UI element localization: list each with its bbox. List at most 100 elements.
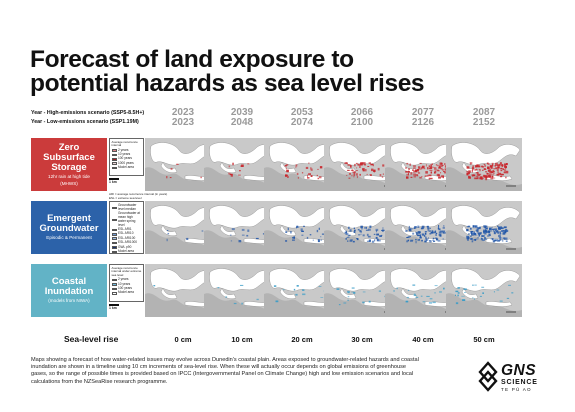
hazard-area (444, 172, 447, 174)
hazard-area (378, 239, 381, 242)
hazard-area (437, 227, 440, 230)
hazard-area (406, 176, 409, 179)
sea-level-rise-value: 30 cm (351, 335, 373, 344)
hazard-area (352, 171, 356, 173)
year-header: 2077 2126 (402, 108, 444, 128)
hazard-area (493, 229, 495, 232)
hazard-area (504, 165, 507, 168)
hazard-area (438, 166, 441, 169)
hazard-area (493, 291, 495, 293)
hazard-area (374, 239, 376, 242)
hazard-area (439, 165, 442, 167)
hazard-area (477, 174, 481, 177)
hazard-area (492, 177, 496, 179)
hazard-area (167, 230, 169, 231)
legend-label: Model area (118, 290, 134, 295)
hazard-area (496, 173, 500, 176)
year-low: 2100 (350, 117, 374, 128)
hazard-area (495, 230, 499, 233)
hazard-area (423, 167, 426, 170)
hazard-area (485, 171, 488, 173)
hazard-subtitle-line: 12hr rain at high tide (48, 173, 90, 179)
hazard-area (417, 231, 421, 234)
hazard-area (501, 165, 503, 168)
hazard-category: Emergent Groundwater Episodic & Permanent (31, 201, 107, 254)
hazard-area (347, 169, 350, 171)
hazard-area (470, 228, 472, 230)
hazard-area (349, 239, 353, 242)
hazard-area (347, 236, 350, 238)
hazard-area (424, 231, 427, 233)
map-hills (145, 230, 221, 254)
hazard-category: Zero Subsurface Storage 12hr rain at high t… (31, 138, 107, 191)
hazard-area (368, 239, 371, 242)
hazard-area (472, 284, 474, 286)
hazard-area (475, 178, 477, 179)
hazard-area (410, 240, 413, 242)
hazard-area (474, 169, 477, 171)
hazard-area (466, 225, 469, 228)
hazard-area (485, 177, 487, 181)
legend-label: ESL ARI100 (118, 235, 136, 240)
hazard-area (504, 237, 508, 240)
hazard-area (424, 240, 427, 243)
hazard-area (413, 167, 416, 169)
hazard-area (296, 172, 299, 175)
hazard-area (305, 166, 309, 169)
hazard-area (497, 171, 499, 174)
hazard-area (357, 163, 360, 166)
hazard-area (431, 230, 434, 232)
legend-swatch (111, 158, 117, 161)
map-svg (446, 201, 522, 254)
hazard-area (310, 175, 313, 177)
hazard-area (428, 240, 432, 242)
hazard-area (466, 236, 469, 239)
hazard-area (345, 238, 347, 240)
hazard-area (290, 231, 292, 234)
scale-bar-line (109, 304, 119, 306)
hazard-area (429, 230, 431, 232)
hazard-area (176, 163, 179, 165)
hazard-area (502, 230, 505, 232)
year-low: 2048 (230, 117, 254, 128)
hazard-area (415, 296, 419, 298)
hazard-area (474, 177, 477, 180)
hazard-area (480, 232, 482, 234)
hazard-area (475, 168, 478, 170)
hazard-area (488, 163, 491, 165)
map-svg (446, 138, 522, 191)
hazard-area (443, 287, 445, 290)
hazard-area (428, 165, 430, 167)
hazard-area (434, 167, 436, 169)
hazard-area (499, 300, 503, 302)
hazard-area (479, 177, 483, 180)
hazard-area (485, 228, 488, 230)
hazard-area (497, 227, 501, 230)
legend-swatch (111, 283, 117, 286)
hazard-area (435, 164, 438, 166)
map-coast-water (485, 301, 513, 307)
map-hills (385, 293, 461, 317)
hazard-area (438, 165, 441, 168)
hazard-area (427, 174, 429, 177)
sea-level-rise-value: 40 cm (412, 335, 434, 344)
hazard-area (503, 169, 507, 172)
hazard-area (442, 226, 445, 229)
hazard-map-tile (446, 138, 522, 191)
hazard-area (474, 238, 476, 241)
hazard-area (495, 167, 498, 170)
hazard-area (477, 226, 480, 228)
hazard-area (499, 235, 501, 238)
hazard-area (464, 292, 466, 293)
hazard-area (472, 225, 475, 228)
hazard-area (486, 231, 490, 233)
hazard-area (303, 225, 305, 227)
hazard-area (419, 162, 422, 164)
hazard-area (435, 234, 437, 236)
legend-item: ESL ARI10 (111, 232, 142, 236)
year-high: 2039 (230, 107, 254, 118)
hazard-area (433, 240, 436, 242)
legend-item: 10 years (111, 282, 142, 287)
hazard-area (484, 230, 488, 233)
hazard-area (356, 238, 358, 239)
